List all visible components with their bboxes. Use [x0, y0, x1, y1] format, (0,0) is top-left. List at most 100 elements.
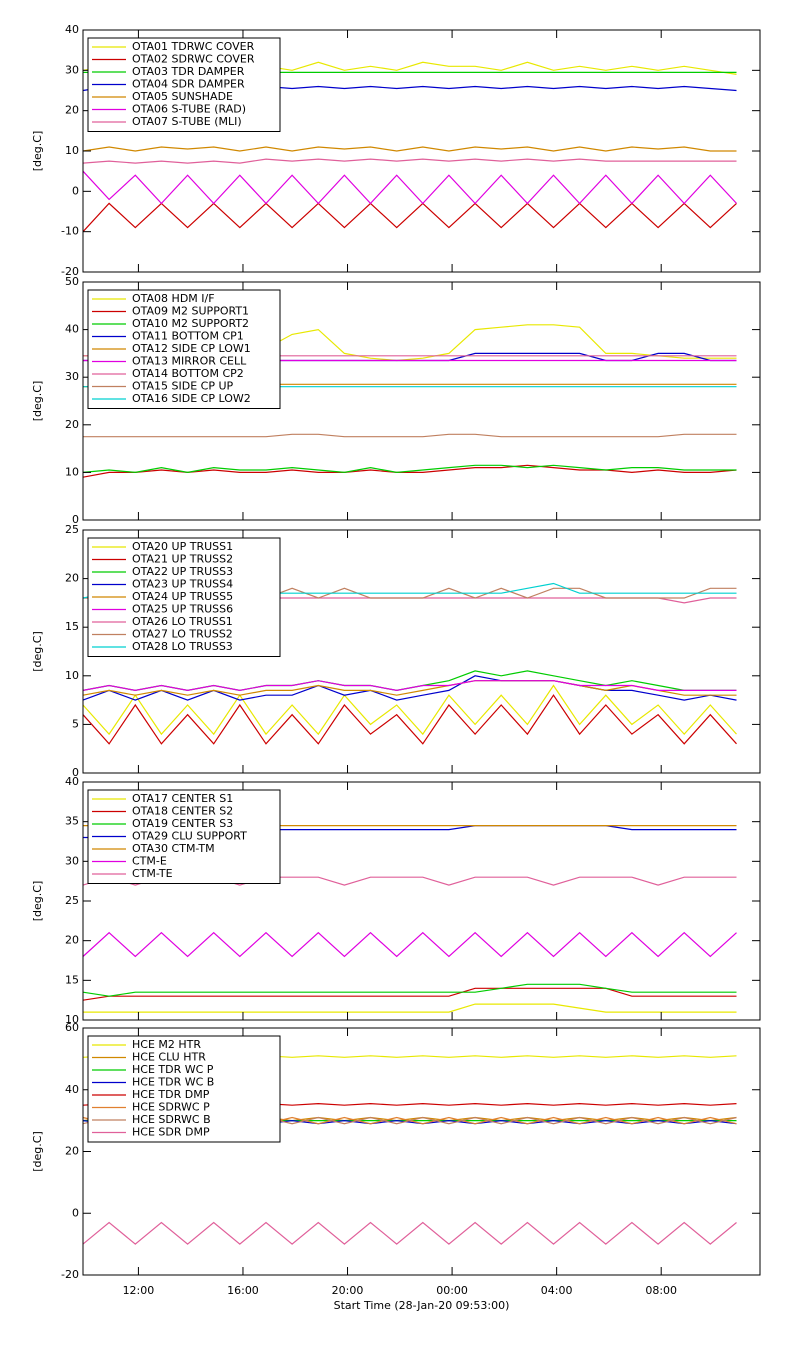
legend-label: OTA04 SDR DAMPER	[132, 78, 245, 91]
legend-label: CTM-E	[132, 855, 167, 868]
legend-label: OTA20 UP TRUSS1	[132, 540, 233, 553]
legend-label: OTA23 UP TRUSS4	[132, 578, 233, 591]
legend-label: OTA05 SUNSHADE	[132, 90, 233, 103]
legend-box	[87, 1035, 281, 1143]
y-tick-label: 10	[65, 669, 79, 682]
data-line	[82, 1221, 737, 1245]
data-line	[82, 202, 737, 233]
y-tick-label: 60	[65, 1021, 79, 1034]
y-axis-label: [deg.C]	[31, 381, 44, 422]
legend-label: HCE CLU HTR	[132, 1051, 206, 1064]
y-tick-label: 35	[65, 815, 79, 828]
y-tick-label: 20	[65, 418, 79, 431]
y-tick-label: 15	[65, 973, 79, 986]
plot-frame	[82, 1027, 761, 1276]
legend-label: OTA21 UP TRUSS2	[132, 553, 233, 566]
legend-label: HCE TDR WC B	[132, 1076, 214, 1089]
y-tick-label: 20	[65, 934, 79, 947]
legend-label: OTA29 CLU SUPPORT	[132, 830, 247, 843]
legend-label: OTA19 CENTER S3	[132, 817, 233, 830]
data-line	[82, 680, 737, 696]
legend-label: OTA30 CTM-TM	[132, 842, 215, 855]
legend-label: OTA03 TDR DAMPER	[132, 65, 245, 78]
legend-label: CTM-TE	[132, 867, 173, 880]
legend-label: OTA16 SIDE CP LOW2	[132, 392, 251, 405]
legend-label: OTA11 BOTTOM CP1	[132, 330, 244, 343]
data-line	[82, 983, 737, 997]
data-line	[82, 158, 737, 164]
data-line	[83, 433, 737, 438]
data-line	[82, 464, 737, 474]
y-tick-label: 25	[65, 523, 79, 536]
data-line	[82, 931, 737, 958]
plot-frame	[82, 29, 761, 273]
legend-label: HCE M2 HTR	[132, 1038, 201, 1051]
plot-frame	[82, 281, 761, 521]
y-axis-label: [deg.C]	[31, 131, 44, 172]
legend-label: OTA12 SIDE CP LOW1	[132, 342, 251, 355]
legend-label: OTA25 UP TRUSS6	[132, 603, 233, 616]
data-line	[83, 1003, 737, 1013]
legend-label: HCE SDR DMP	[132, 1126, 210, 1139]
legend-label: OTA24 UP TRUSS5	[132, 590, 233, 603]
data-line	[82, 146, 737, 152]
data-line	[82, 694, 737, 745]
y-tick-label: -10	[61, 225, 79, 238]
legend-label: OTA22 UP TRUSS3	[132, 565, 233, 578]
plot-frame	[82, 781, 761, 1021]
legend-label: OTA08 HDM I/F	[132, 292, 215, 305]
y-axis-label: [deg.C]	[31, 631, 44, 672]
legend-label: OTA02 SDRWC COVER	[132, 53, 255, 66]
y-axis-label: [deg.C]	[31, 881, 44, 922]
legend-label: OTA26 LO TRUSS1	[132, 615, 233, 628]
y-tick-label: 25	[65, 894, 79, 907]
data-line	[82, 684, 737, 736]
legend-label: OTA13 MIRROR CELL	[132, 355, 247, 368]
x-tick-label: 16:00	[227, 1284, 259, 1297]
legend-label: OTA15 SIDE CP UP	[132, 380, 234, 393]
x-tick-label: 04:00	[541, 1284, 573, 1297]
y-tick-label: 40	[65, 1083, 79, 1096]
x-tick-label: 08:00	[645, 1284, 677, 1297]
x-axis-label: Start Time (28-Jan-20 09:53:00)	[334, 1299, 510, 1312]
legend-label: OTA01 TDRWC COVER	[132, 40, 255, 53]
y-tick-label: 40	[65, 775, 79, 788]
y-tick-label: 20	[65, 572, 79, 585]
y-tick-label: 30	[65, 370, 79, 383]
legend-label: OTA18 CENTER S2	[132, 805, 233, 818]
x-tick-label: 20:00	[332, 1284, 364, 1297]
y-tick-label: 0	[72, 1206, 79, 1219]
plot-frame	[82, 529, 761, 774]
legend-label: HCE TDR WC P	[132, 1063, 214, 1076]
legend-label: OTA28 LO TRUSS3	[132, 640, 233, 653]
y-tick-label: 30	[65, 854, 79, 867]
x-tick-label: 12:00	[123, 1284, 155, 1297]
y-tick-label: 10	[65, 1013, 79, 1026]
y-tick-label: 0	[72, 766, 79, 779]
legend-label: OTA17 CENTER S1	[132, 792, 233, 805]
y-tick-label: 40	[65, 23, 79, 36]
legend-label: HCE SDRWC P	[132, 1101, 210, 1114]
data-line	[82, 987, 737, 1001]
legend-label: OTA09 M2 SUPPORT1	[132, 305, 249, 318]
legend-label: OTA06 S-TUBE (RAD)	[132, 103, 246, 116]
plot-series-group	[82, 324, 737, 478]
data-line	[82, 675, 737, 701]
y-tick-label: 5	[72, 717, 79, 730]
y-tick-label: 10	[65, 144, 79, 157]
legend-label: HCE SDRWC B	[132, 1113, 211, 1126]
y-tick-label: 10	[65, 465, 79, 478]
y-tick-label: -20	[61, 265, 79, 278]
data-line	[82, 170, 737, 205]
y-tick-label: 0	[72, 513, 79, 526]
legend-label: HCE TDR DMP	[132, 1088, 210, 1101]
y-tick-label: 50	[65, 275, 79, 288]
y-tick-label: 40	[65, 323, 79, 336]
y-tick-label: 0	[72, 184, 79, 197]
plot-series-group	[82, 825, 737, 1013]
